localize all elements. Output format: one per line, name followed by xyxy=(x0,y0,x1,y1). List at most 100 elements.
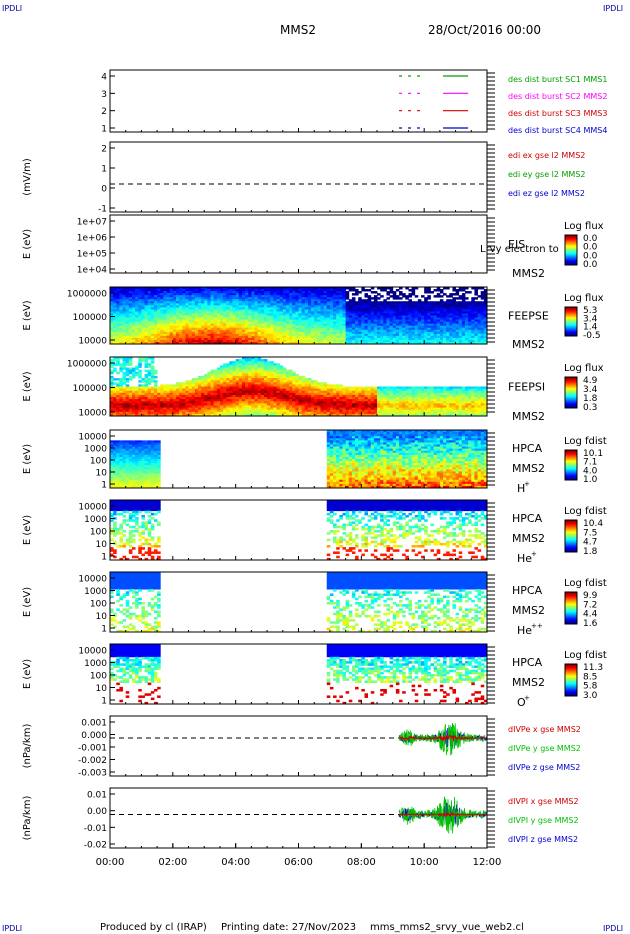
spectrogram-cell xyxy=(201,319,205,323)
spectrogram-cell xyxy=(235,287,240,290)
spectrogram-cell xyxy=(185,297,189,300)
spectrogram-cell xyxy=(251,303,255,306)
spectrogram-cell xyxy=(179,299,183,302)
spectrogram-cell xyxy=(138,291,142,294)
spectrogram-cell xyxy=(188,313,193,316)
spectrogram-cell xyxy=(298,317,303,320)
spectrogram-cell xyxy=(122,297,127,300)
spectrogram-cell xyxy=(122,339,127,343)
spectrogram-cell xyxy=(204,299,208,302)
spectrogram-cell xyxy=(110,339,114,343)
spectrogram-cell xyxy=(273,319,277,323)
spectrogram-cell xyxy=(317,321,321,325)
spectrogram-cell xyxy=(263,327,268,331)
spectrogram-cell xyxy=(267,303,271,306)
spectrogram-cell xyxy=(179,289,183,292)
spectrogram-cell xyxy=(254,325,259,329)
spacecraft-label: MMS2 xyxy=(512,267,545,280)
spectrogram-cell xyxy=(160,295,164,298)
spectrogram-cell xyxy=(163,337,167,341)
spectrogram-cell xyxy=(248,321,252,325)
spectrogram-cell xyxy=(194,299,199,302)
spectrogram-cell xyxy=(169,315,174,318)
spectrogram-cell xyxy=(320,291,325,294)
spectrogram-cell xyxy=(182,335,186,339)
spectrogram-cell xyxy=(320,303,325,306)
spectrogram-cell xyxy=(216,313,221,316)
spectrogram-cell xyxy=(248,325,252,329)
spectrogram-cell xyxy=(241,293,246,296)
spectrogram-cell xyxy=(194,291,199,294)
spectrogram-cell xyxy=(263,293,268,296)
spectrogram-cell xyxy=(219,303,224,306)
spectrogram-cell xyxy=(223,309,227,312)
spectrogram-cell xyxy=(317,293,321,296)
spectrogram-cell xyxy=(276,339,281,343)
spectrogram-cell xyxy=(125,335,130,339)
colorbar-cell xyxy=(565,252,577,254)
spectrogram-cell xyxy=(238,321,243,325)
spectrogram-cell xyxy=(254,341,259,345)
spectrogram-cell xyxy=(273,313,277,316)
spectrogram-cell xyxy=(238,297,243,300)
spectrogram-cell xyxy=(276,335,281,339)
spectrogram-cell xyxy=(204,313,208,316)
spectrogram-cell xyxy=(282,307,287,310)
spectrogram-cell xyxy=(135,299,139,302)
spectrogram-cell xyxy=(276,317,281,320)
spectrogram-cell xyxy=(402,295,406,298)
spectrogram-cell xyxy=(248,307,252,310)
spectrogram-cell xyxy=(245,319,249,323)
spectrogram-cell xyxy=(245,293,249,296)
spectrogram-cell xyxy=(144,339,149,343)
spectrogram-cell xyxy=(150,295,155,298)
spectrogram-cell xyxy=(282,305,287,308)
spectrogram-cell xyxy=(213,321,218,325)
spectrogram-cell xyxy=(213,309,218,312)
spectrogram-cell xyxy=(449,295,453,298)
spectrogram-cell xyxy=(157,337,161,341)
spectrogram-cell xyxy=(160,329,164,333)
spectrogram-cell xyxy=(279,309,284,312)
spectrogram-cell xyxy=(320,305,325,308)
spectrogram-cell xyxy=(276,295,281,298)
corner-label-bottom-left: IPDLI xyxy=(2,924,22,933)
spectrogram-cell xyxy=(157,309,161,312)
spectrogram-cell xyxy=(135,329,139,333)
spectrogram-cell xyxy=(182,297,186,300)
colorbar-frame xyxy=(564,234,578,266)
spectrogram-cell xyxy=(301,325,306,329)
spectrogram-cell xyxy=(144,337,149,341)
y-tick-label: 0 xyxy=(101,185,107,195)
spectrogram-cell xyxy=(267,341,271,345)
spectrogram-cell xyxy=(270,297,274,300)
spectrogram-cell xyxy=(285,295,290,298)
spectrogram-cell xyxy=(289,335,293,339)
spectrogram-cell xyxy=(289,315,293,318)
spectrogram-cell xyxy=(245,313,249,316)
spectrogram-cell xyxy=(292,309,296,312)
spectrogram-cell xyxy=(207,341,211,345)
spectrogram-cell xyxy=(191,295,196,298)
spectrogram-cell xyxy=(241,333,246,337)
spectrogram-cell xyxy=(210,293,215,296)
spectrogram-cell xyxy=(263,341,268,345)
spectrogram-cell xyxy=(128,339,133,343)
spectrogram-cell xyxy=(179,297,183,300)
spectrogram-cell xyxy=(289,329,293,333)
spectrogram-cell xyxy=(197,317,202,320)
spectrogram-cell xyxy=(119,321,123,325)
spectrogram-cell xyxy=(110,329,114,333)
spectrogram-cell xyxy=(267,315,271,318)
spectrogram-cell xyxy=(307,309,312,312)
spectrogram-cell xyxy=(157,287,161,290)
spectrogram-cell xyxy=(179,337,183,341)
spectrogram-cell xyxy=(163,297,167,300)
spectrogram-cell xyxy=(125,373,130,377)
spectrogram-cell xyxy=(298,327,303,331)
spectrogram-cell xyxy=(282,295,287,298)
spectrogram-cell xyxy=(317,313,321,316)
spectrogram-cell xyxy=(317,331,321,335)
spectrogram-cell xyxy=(314,299,318,302)
spectrogram-cell xyxy=(188,327,193,331)
